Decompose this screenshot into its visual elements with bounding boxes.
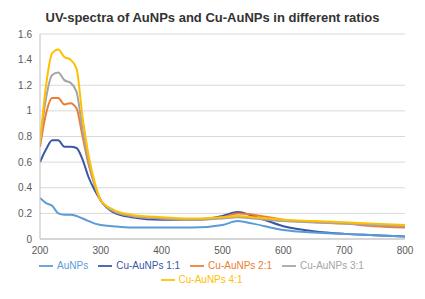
svg-text:300: 300 xyxy=(92,245,109,256)
svg-text:0.8: 0.8 xyxy=(18,131,32,142)
svg-text:600: 600 xyxy=(275,245,292,256)
svg-text:700: 700 xyxy=(336,245,353,256)
svg-text:0.4: 0.4 xyxy=(18,182,32,193)
svg-text:200: 200 xyxy=(32,245,49,256)
svg-text:1.6: 1.6 xyxy=(18,29,32,40)
svg-text:0.6: 0.6 xyxy=(18,157,32,168)
html-text:Cu-AuNPs 4:1: Cu-AuNPs 4:1 xyxy=(178,273,243,285)
svg-text:0.2: 0.2 xyxy=(18,208,32,219)
html-text:Cu-AuNPs 1:1: Cu-AuNPs 1:1 xyxy=(116,259,181,271)
svg-text:500: 500 xyxy=(214,245,231,256)
html-text:Cu-AuNPs 3:1: Cu-AuNPs 3:1 xyxy=(300,259,364,271)
html-text:UV-spectra of AuNPs and Cu-AuN: UV-spectra of AuNPs and Cu-AuNPs in diff… xyxy=(45,10,380,25)
svg-text:1: 1 xyxy=(26,105,32,116)
html-text:AuNPs: AuNPs xyxy=(57,259,89,271)
svg-text:400: 400 xyxy=(153,245,170,256)
svg-text:1.4: 1.4 xyxy=(18,54,32,65)
svg-text:800: 800 xyxy=(397,245,414,256)
html-text:Cu-AuNPs 2:1: Cu-AuNPs 2:1 xyxy=(208,259,272,271)
svg-text:0: 0 xyxy=(26,234,32,245)
svg-text:1.2: 1.2 xyxy=(18,80,32,91)
